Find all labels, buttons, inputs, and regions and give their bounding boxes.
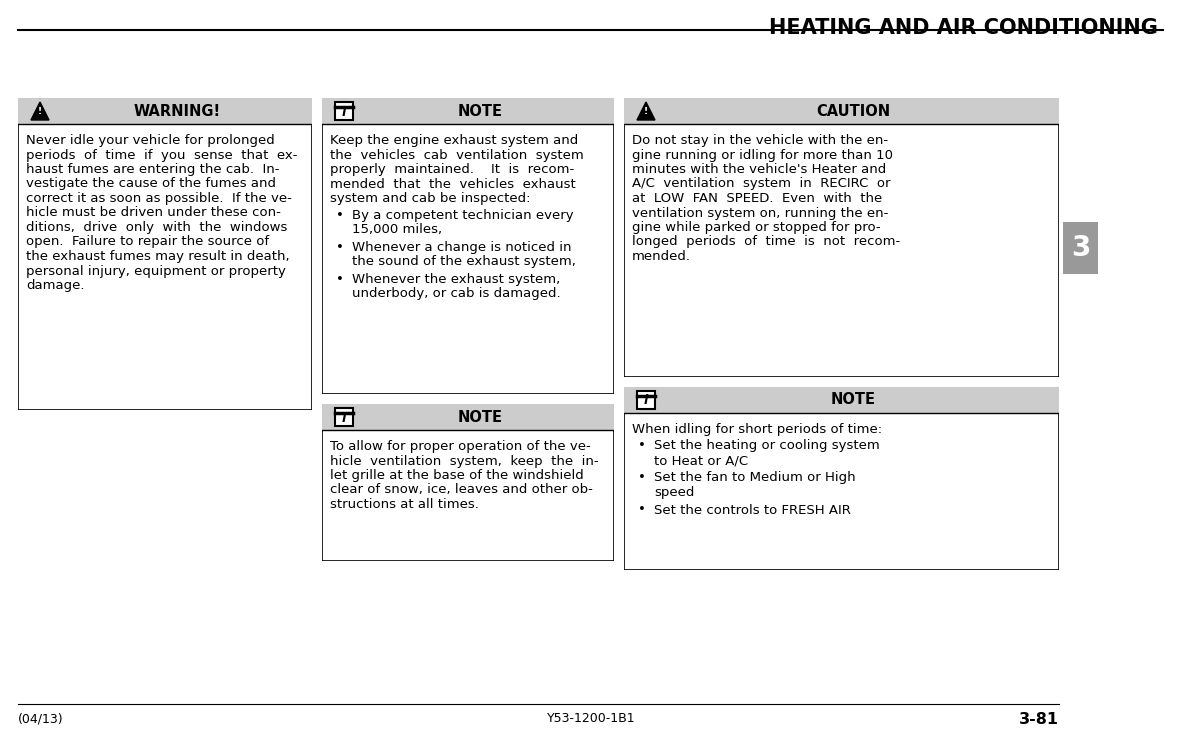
Text: gine running or idling for more than 10: gine running or idling for more than 10 <box>632 149 893 162</box>
Text: Set the heating or cooling system: Set the heating or cooling system <box>654 439 880 452</box>
Text: •: • <box>336 209 344 222</box>
Text: 3-81: 3-81 <box>1019 712 1059 727</box>
Text: structions at all times.: structions at all times. <box>330 498 479 511</box>
Text: longed  periods  of  time  is  not  recom-: longed periods of time is not recom- <box>632 236 900 248</box>
Text: •: • <box>336 272 344 285</box>
Text: Set the controls to FRESH AIR: Set the controls to FRESH AIR <box>654 504 851 517</box>
Text: 3: 3 <box>1071 234 1091 261</box>
Text: damage.: damage. <box>26 279 84 292</box>
Bar <box>623 98 1059 124</box>
Text: system and cab be inspected:: system and cab be inspected: <box>330 192 530 205</box>
Text: Whenever the exhaust system,: Whenever the exhaust system, <box>353 272 561 285</box>
Text: properly  maintained.    It  is  recom-: properly maintained. It is recom- <box>330 163 574 176</box>
Text: i: i <box>342 105 347 119</box>
Text: NOTE: NOTE <box>830 392 875 408</box>
Text: •: • <box>638 471 646 485</box>
Text: By a competent technician every: By a competent technician every <box>353 209 574 222</box>
Bar <box>322 98 614 124</box>
Text: Whenever a change is noticed in: Whenever a change is noticed in <box>353 241 571 253</box>
Text: the  vehicles  cab  ventilation  system: the vehicles cab ventilation system <box>330 149 583 162</box>
Text: Set the fan to Medium or High: Set the fan to Medium or High <box>654 471 855 485</box>
Text: to Heat or A/C: to Heat or A/C <box>654 454 748 467</box>
Text: mended  that  the  vehicles  exhaust: mended that the vehicles exhaust <box>330 177 576 190</box>
Bar <box>335 102 353 120</box>
Text: hicle must be driven under these con-: hicle must be driven under these con- <box>26 206 280 220</box>
Bar <box>623 387 1059 413</box>
Text: NOTE: NOTE <box>458 103 503 119</box>
Text: i: i <box>342 411 347 425</box>
Polygon shape <box>31 102 49 120</box>
Polygon shape <box>636 102 655 120</box>
Text: Y53-1200-1B1: Y53-1200-1B1 <box>548 712 635 725</box>
Text: •: • <box>336 241 344 253</box>
Text: 15,000 miles,: 15,000 miles, <box>353 223 442 236</box>
Text: correct it as soon as possible.  If the ve-: correct it as soon as possible. If the v… <box>26 192 292 205</box>
Text: minutes with the vehicle's Heater and: minutes with the vehicle's Heater and <box>632 163 886 176</box>
Text: ditions,  drive  only  with  the  windows: ditions, drive only with the windows <box>26 221 287 234</box>
Text: personal injury, equipment or property: personal injury, equipment or property <box>26 264 286 277</box>
Text: the sound of the exhaust system,: the sound of the exhaust system, <box>353 255 576 268</box>
Text: underbody, or cab is damaged.: underbody, or cab is damaged. <box>353 287 561 300</box>
Text: Never idle your vehicle for prolonged: Never idle your vehicle for prolonged <box>26 134 274 147</box>
Text: •: • <box>638 504 646 517</box>
Text: WARNING!: WARNING! <box>134 103 220 119</box>
Text: hicle  ventilation  system,  keep  the  in-: hicle ventilation system, keep the in- <box>330 455 599 468</box>
Text: let grille at the base of the windshield: let grille at the base of the windshield <box>330 469 583 482</box>
Text: ventilation system on, running the en-: ventilation system on, running the en- <box>632 206 888 220</box>
Text: CAUTION: CAUTION <box>816 103 891 119</box>
Bar <box>18 98 312 124</box>
Text: speed: speed <box>654 486 694 499</box>
Text: clear of snow, ice, leaves and other ob-: clear of snow, ice, leaves and other ob- <box>330 484 593 496</box>
Text: HEATING AND AIR CONDITIONING: HEATING AND AIR CONDITIONING <box>769 18 1158 38</box>
Text: NOTE: NOTE <box>458 409 503 425</box>
Text: periods  of  time  if  you  sense  that  ex-: periods of time if you sense that ex- <box>26 149 297 162</box>
Bar <box>322 404 614 430</box>
Text: haust fumes are entering the cab.  In-: haust fumes are entering the cab. In- <box>26 163 279 176</box>
Text: •: • <box>638 439 646 452</box>
Text: mended.: mended. <box>632 250 691 263</box>
Text: A/C  ventilation  system  in  RECIRC  or: A/C ventilation system in RECIRC or <box>632 177 891 190</box>
Text: Keep the engine exhaust system and: Keep the engine exhaust system and <box>330 134 578 147</box>
Bar <box>335 408 353 426</box>
Text: To allow for proper operation of the ve-: To allow for proper operation of the ve- <box>330 440 590 453</box>
Text: at  LOW  FAN  SPEED.  Even  with  the: at LOW FAN SPEED. Even with the <box>632 192 883 205</box>
Text: Do not stay in the vehicle with the en-: Do not stay in the vehicle with the en- <box>632 134 888 147</box>
Text: vestigate the cause of the fumes and: vestigate the cause of the fumes and <box>26 177 276 190</box>
Bar <box>636 391 655 409</box>
Text: gine while parked or stopped for pro-: gine while parked or stopped for pro- <box>632 221 880 234</box>
Text: !: ! <box>38 108 43 116</box>
Bar <box>1064 222 1098 274</box>
Text: (04/13): (04/13) <box>18 712 64 725</box>
Text: When idling for short periods of time:: When idling for short periods of time: <box>632 423 883 436</box>
Text: i: i <box>644 395 648 408</box>
Text: open.  Failure to repair the source of: open. Failure to repair the source of <box>26 236 269 248</box>
Text: !: ! <box>644 108 648 116</box>
Text: the exhaust fumes may result in death,: the exhaust fumes may result in death, <box>26 250 290 263</box>
